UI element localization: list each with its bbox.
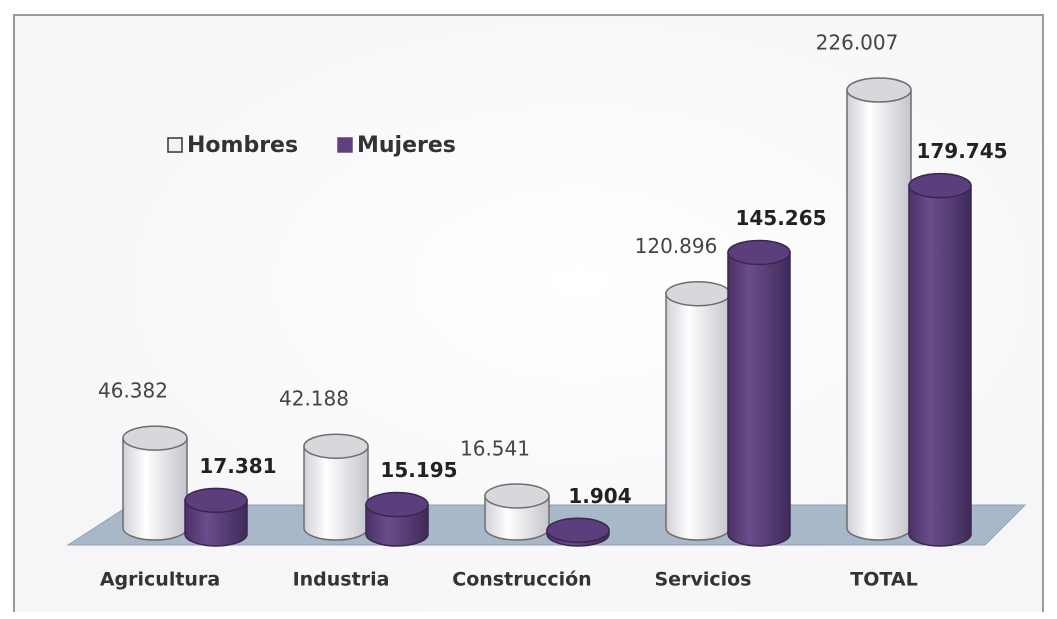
legend-swatch	[167, 137, 183, 153]
x-tick-label: Construcción	[452, 569, 591, 591]
data-label: 17.381	[199, 454, 276, 478]
cylinder	[303, 445, 369, 541]
cylinder-top	[846, 77, 912, 103]
cylinder-top	[365, 491, 429, 518]
cylinder-top	[546, 517, 610, 544]
x-tick-label: Servicios	[655, 569, 752, 591]
cylinder	[184, 499, 248, 547]
x-tick-label: Industria	[293, 569, 390, 591]
data-label: 42.188	[279, 387, 349, 411]
data-label: 179.745	[916, 139, 1007, 163]
cylinder-top	[665, 280, 731, 307]
data-label: 226.007	[816, 31, 899, 55]
legend: Hombres Mujeres	[167, 133, 456, 158]
data-label: 120.896	[635, 234, 718, 258]
data-label: 1.904	[568, 484, 631, 508]
cylinder	[846, 89, 912, 541]
legend-label: Hombres	[187, 133, 298, 158]
cylinder-top	[184, 487, 248, 514]
x-tick-label: TOTAL	[850, 569, 917, 591]
data-label: 46.382	[98, 379, 168, 403]
cylinder-top	[303, 433, 369, 459]
data-label: 145.265	[735, 206, 826, 230]
cylinder-top	[908, 172, 972, 199]
data-label: 15.195	[380, 458, 457, 482]
cylinder-top	[484, 483, 550, 509]
x-tick-label: Agricultura	[100, 569, 220, 591]
cylinder	[665, 292, 731, 541]
cylinder	[122, 437, 188, 541]
cylinder-top	[122, 425, 188, 451]
data-label: 16.541	[460, 436, 530, 460]
cylinder-top	[727, 239, 791, 266]
cylinder	[727, 251, 791, 547]
legend-swatch	[337, 137, 353, 153]
legend-label: Mujeres	[357, 133, 456, 158]
cylinder	[908, 184, 972, 547]
